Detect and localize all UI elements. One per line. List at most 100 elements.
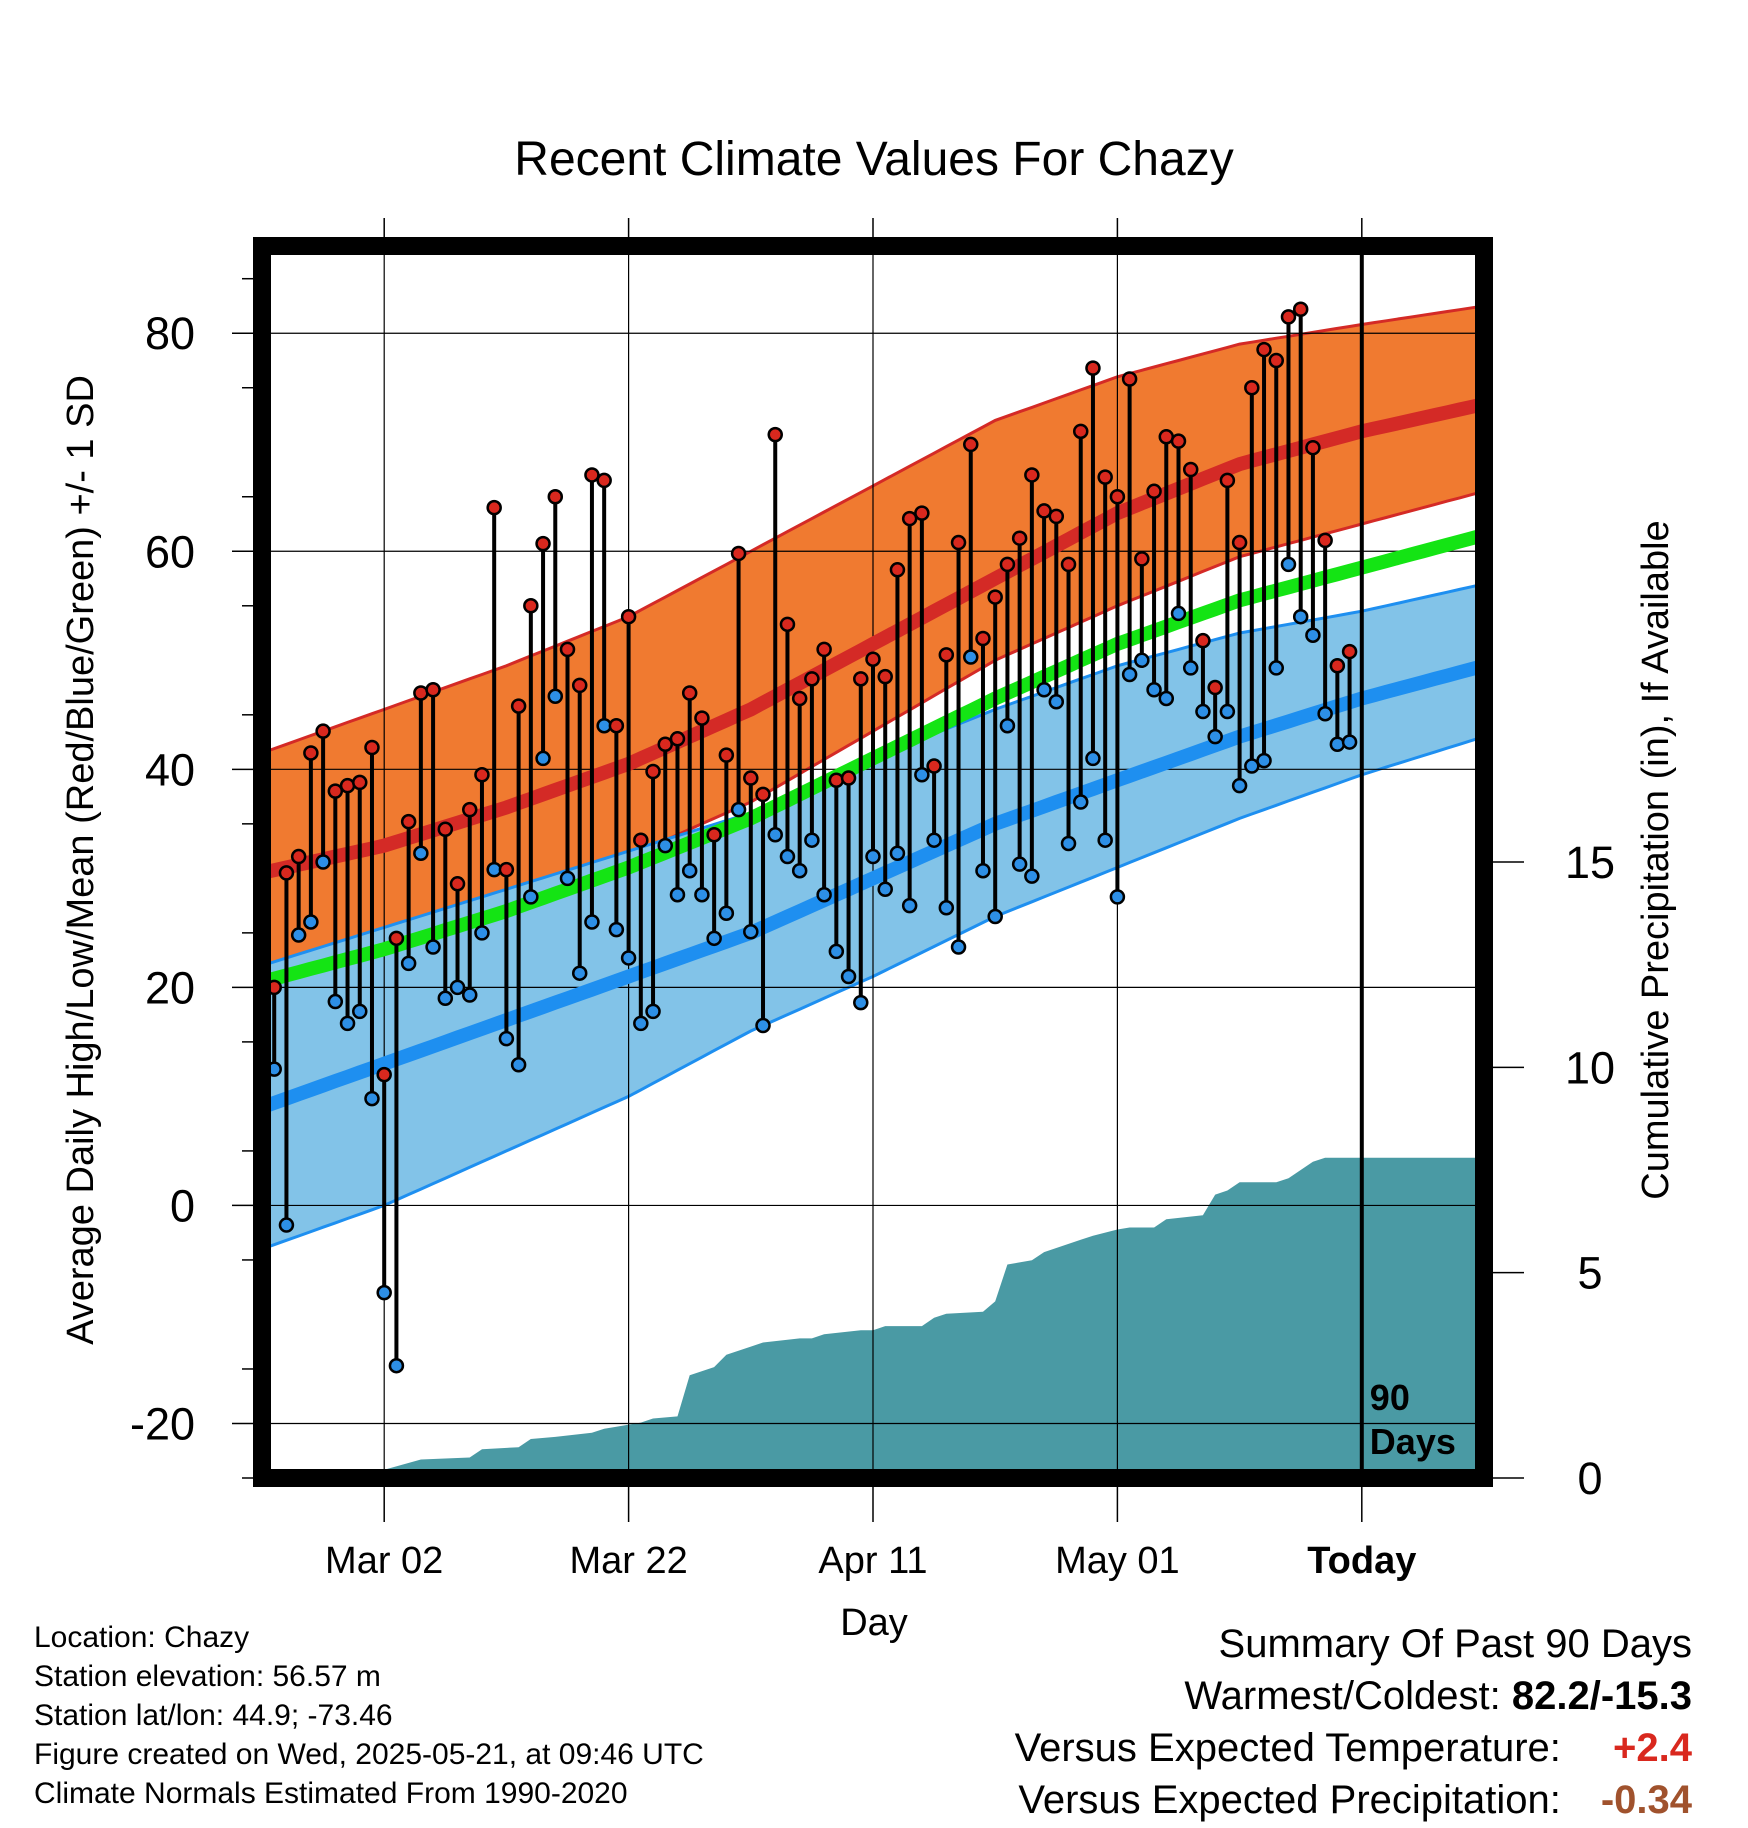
- precip-label: Versus Expected Precipitation:: [1018, 1778, 1561, 1822]
- observation-series: [254, 301, 1358, 1380]
- low-point: [1024, 868, 1040, 884]
- low-point: [1329, 736, 1346, 753]
- high-point: [950, 534, 967, 551]
- low-point: [1244, 758, 1260, 774]
- high-point: [413, 685, 429, 701]
- low-point: [1121, 666, 1138, 683]
- low-point: [938, 900, 955, 916]
- high-point: [1097, 469, 1113, 485]
- high-point: [755, 786, 771, 803]
- temp-value: +2.4: [1613, 1726, 1692, 1770]
- low-point: [559, 870, 576, 887]
- high-point: [1219, 472, 1236, 489]
- low-point: [755, 1017, 771, 1034]
- high-point: [535, 535, 551, 552]
- summary-warm-cold-row: Warmest/Coldest: 82.2/-15.3: [1015, 1670, 1692, 1722]
- high-point: [926, 758, 942, 774]
- low-point: [1097, 832, 1113, 848]
- today-marker-line: 90: [1370, 1377, 1410, 1418]
- low-point: [1268, 660, 1285, 676]
- plot-frame: 90 Days: [253, 237, 1493, 1487]
- low-point: [1036, 681, 1052, 698]
- low-point: [608, 921, 625, 938]
- high-point: [779, 616, 796, 633]
- low-point: [999, 717, 1016, 734]
- high-point: [1121, 371, 1138, 387]
- summary-title: Summary Of Past 90 Days: [1218, 1622, 1692, 1666]
- low-point: [963, 649, 979, 665]
- high-point: [1109, 489, 1126, 505]
- high-point: [461, 801, 478, 818]
- low-point: [315, 854, 331, 870]
- low-point: [657, 837, 674, 854]
- warm-cold-label: Warmest/Coldest:: [1184, 1674, 1501, 1718]
- high-point: [327, 783, 344, 799]
- high-point: [1207, 679, 1223, 696]
- high-point: [559, 641, 576, 658]
- low-point: [413, 845, 429, 862]
- low-point: [1085, 750, 1101, 767]
- high-point: [1072, 423, 1089, 440]
- low-point: [535, 750, 551, 767]
- low-point: [364, 1090, 380, 1107]
- station-info: Location: Chazy Station elevation: 56.57…: [34, 1618, 704, 1813]
- low-point: [376, 1284, 392, 1301]
- high-point: [1280, 309, 1297, 325]
- high-point: [1024, 467, 1040, 483]
- high-point: [1048, 508, 1065, 525]
- y2-axis-label: Cumulative Precipitation (in), If Availa…: [1635, 520, 1677, 1199]
- low-point: [461, 987, 478, 1003]
- low-point: [523, 889, 539, 905]
- high-point: [877, 668, 893, 685]
- low-point: [1256, 752, 1272, 769]
- low-point: [510, 1057, 527, 1073]
- y-tick-label: 40: [145, 744, 195, 795]
- plot-border: [253, 237, 1493, 1487]
- low-point: [547, 688, 564, 705]
- high-point: [278, 865, 295, 881]
- precip-value: -0.34: [1600, 1778, 1692, 1822]
- low-point: [633, 1015, 649, 1032]
- low-point: [767, 826, 783, 843]
- high-point: [706, 826, 722, 843]
- x-tick-label: Today: [1307, 1540, 1416, 1582]
- high-point: [1195, 632, 1211, 649]
- y-axis-label: Average Daily High/Low/Mean (Red/Blue/Gr…: [60, 375, 102, 1345]
- high-point: [633, 832, 649, 848]
- high-point: [718, 747, 735, 763]
- low-point: [1195, 703, 1211, 720]
- y-tick-label: 80: [145, 308, 195, 359]
- axes: -20 0 20 40 60 80 0 5 10 15 Mar 02 Mar 22 Apr 11 May …: [130, 218, 1615, 1582]
- low-point: [1134, 652, 1150, 669]
- high-point: [1341, 643, 1358, 660]
- x-tick-label: Mar 22: [569, 1540, 687, 1582]
- low-point: [388, 1357, 405, 1374]
- high-point: [1256, 341, 1272, 358]
- low-point: [327, 993, 344, 1010]
- low-point: [449, 979, 466, 996]
- high-point: [510, 698, 527, 714]
- low-point: [950, 939, 967, 955]
- high-point: [449, 876, 466, 892]
- high-point: [474, 767, 490, 783]
- elevation-text: Station elevation: 56.57 m: [34, 1660, 381, 1693]
- high-point: [816, 641, 832, 658]
- high-point: [352, 774, 368, 791]
- high-point: [1085, 360, 1101, 376]
- high-point: [1182, 461, 1199, 478]
- low-point: [816, 886, 832, 903]
- high-point: [388, 930, 405, 947]
- high-point: [547, 489, 564, 505]
- low-point: [425, 939, 441, 955]
- low-point: [853, 994, 869, 1011]
- y-tick-label: 20: [145, 962, 195, 1013]
- high-point: [865, 651, 881, 667]
- low-point: [1158, 690, 1175, 707]
- low-point: [1060, 835, 1077, 852]
- y-tick-label: 60: [145, 526, 195, 577]
- low-point: [498, 1030, 515, 1047]
- high-point: [1305, 439, 1321, 456]
- low-point: [1219, 703, 1236, 720]
- high-point: [1036, 503, 1052, 519]
- low-point: [901, 897, 918, 914]
